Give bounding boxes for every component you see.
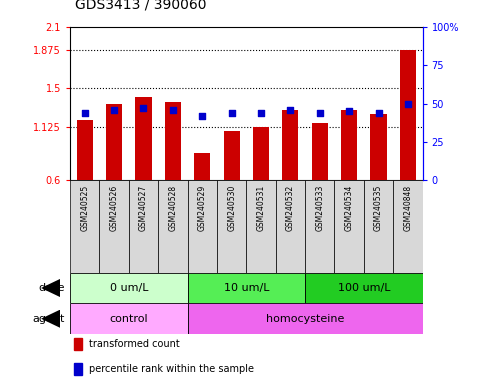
Bar [305, 180, 335, 273]
Text: GSM240848: GSM240848 [403, 185, 412, 231]
Text: GSM240535: GSM240535 [374, 185, 383, 232]
Point [140, 105, 147, 111]
Bar [370, 114, 386, 180]
Bar [364, 180, 393, 273]
Point [404, 101, 412, 107]
Text: GSM240532: GSM240532 [286, 185, 295, 231]
Bar [129, 180, 158, 273]
Bar [106, 104, 122, 180]
Text: 10 um/L: 10 um/L [224, 283, 269, 293]
Bar [99, 180, 129, 273]
Bar [135, 97, 152, 180]
Text: GSM240527: GSM240527 [139, 185, 148, 231]
Bar [70, 273, 187, 303]
Text: 0 um/L: 0 um/L [110, 283, 148, 293]
Point [199, 113, 206, 119]
Point [228, 110, 236, 116]
Point [110, 107, 118, 113]
Text: agent: agent [33, 314, 65, 324]
Bar [70, 303, 187, 334]
Bar [217, 180, 246, 273]
Point [286, 107, 294, 113]
Bar [305, 273, 423, 303]
Text: GSM240528: GSM240528 [169, 185, 177, 231]
Bar [334, 180, 364, 273]
Bar [73, 362, 83, 375]
Bar [187, 180, 217, 273]
Bar [187, 273, 305, 303]
Bar [187, 303, 423, 334]
Bar [70, 180, 99, 273]
Bar [283, 110, 298, 180]
Bar [400, 50, 416, 180]
Bar [253, 127, 269, 180]
Text: GDS3413 / 390060: GDS3413 / 390060 [75, 0, 206, 12]
Bar [224, 131, 240, 180]
Point [345, 108, 353, 114]
Text: homocysteine: homocysteine [266, 314, 344, 324]
Bar [194, 153, 210, 180]
Bar [276, 180, 305, 273]
Point [316, 110, 324, 116]
Text: GSM240531: GSM240531 [256, 185, 266, 231]
Text: GSM240526: GSM240526 [110, 185, 119, 231]
Bar [73, 338, 83, 350]
Bar [77, 120, 93, 180]
Text: percentile rank within the sample: percentile rank within the sample [89, 364, 255, 374]
Point [257, 110, 265, 116]
Point [81, 110, 88, 116]
Text: transformed count: transformed count [89, 339, 180, 349]
Bar [165, 102, 181, 180]
Bar [341, 110, 357, 180]
Text: GSM240530: GSM240530 [227, 185, 236, 232]
Bar [246, 180, 276, 273]
Bar [393, 180, 423, 273]
Bar [158, 180, 187, 273]
Polygon shape [41, 310, 60, 328]
Bar [312, 122, 328, 180]
Text: 100 um/L: 100 um/L [338, 283, 390, 293]
Text: dose: dose [39, 283, 65, 293]
Text: GSM240534: GSM240534 [345, 185, 354, 232]
Polygon shape [41, 279, 60, 297]
Point [169, 107, 177, 113]
Text: GSM240533: GSM240533 [315, 185, 324, 232]
Point [375, 110, 383, 116]
Text: control: control [110, 314, 148, 324]
Text: GSM240525: GSM240525 [80, 185, 89, 231]
Text: GSM240529: GSM240529 [198, 185, 207, 231]
